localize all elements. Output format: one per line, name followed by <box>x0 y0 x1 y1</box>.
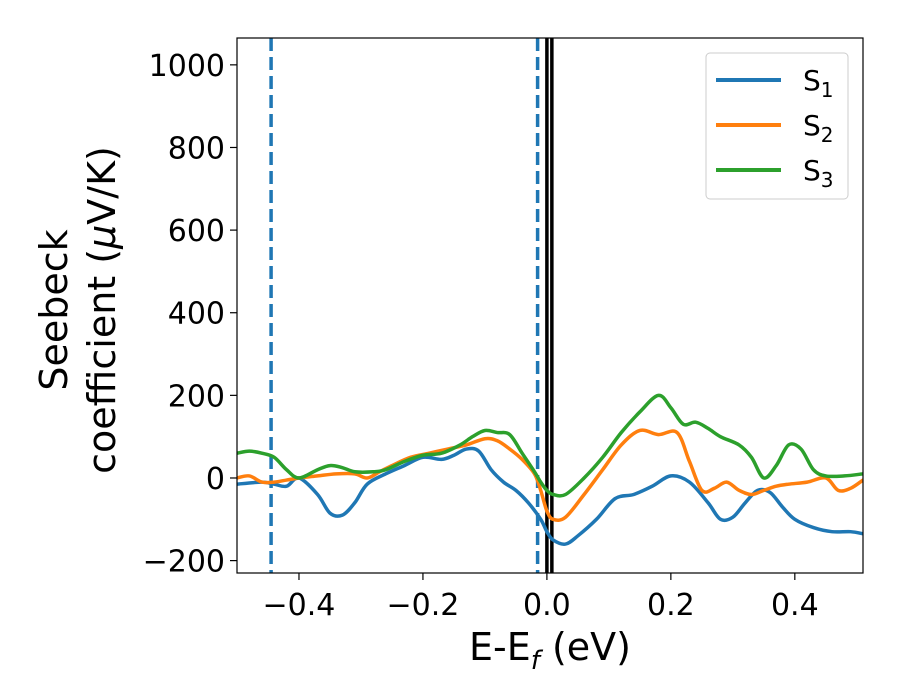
y-tick-label: 400 <box>168 297 225 332</box>
y-tick-label: 200 <box>168 379 225 414</box>
series-lines <box>237 393 863 546</box>
y-tick-label: 600 <box>168 214 225 249</box>
x-axis-title-main: E-E <box>469 625 531 669</box>
x-tick-label: −0.4 <box>263 588 336 623</box>
legend-label-2: S2 <box>803 109 834 147</box>
series-line-1 <box>237 446 863 546</box>
y-tick-label: 1000 <box>149 49 225 84</box>
series-line-2 <box>237 428 863 522</box>
x-axis-title-unit: (eV) <box>540 625 631 669</box>
y-axis-title-mu: μ <box>80 225 124 250</box>
x-tick-label: 0.0 <box>523 588 571 623</box>
y-axis-title-line2: coefficient (μV/K) <box>80 146 124 474</box>
y-tick-label: 0 <box>206 462 225 497</box>
y-axis-ticks: −200 0 200 400 600 800 1000 <box>143 49 237 580</box>
y-tick-label: 800 <box>168 131 225 166</box>
y-axis-title-unit: V/K) <box>80 146 124 225</box>
y-axis-title-line1: Seebeck <box>32 229 76 390</box>
x-axis-ticks: −0.4 −0.2 0.0 0.2 0.4 <box>263 573 819 623</box>
x-tick-label: 0.4 <box>771 588 819 623</box>
plot-frame <box>236 37 864 574</box>
y-axis-title-line2-text: coefficient ( <box>80 249 124 474</box>
y-axis-title: Seebeck coefficient (μV/K) <box>32 146 124 474</box>
y-tick-label: −200 <box>143 545 225 580</box>
x-axis-title: E-Ef (eV) <box>469 625 631 676</box>
legend-label-1: S1 <box>803 64 834 102</box>
x-tick-label: −0.2 <box>387 588 460 623</box>
series-line-3 <box>237 393 863 498</box>
x-tick-label: 0.2 <box>647 588 695 623</box>
legend: S1 S2 S3 <box>705 52 849 200</box>
legend-label-3: S3 <box>803 154 834 192</box>
legend-items: S1 S2 S3 <box>716 64 834 192</box>
